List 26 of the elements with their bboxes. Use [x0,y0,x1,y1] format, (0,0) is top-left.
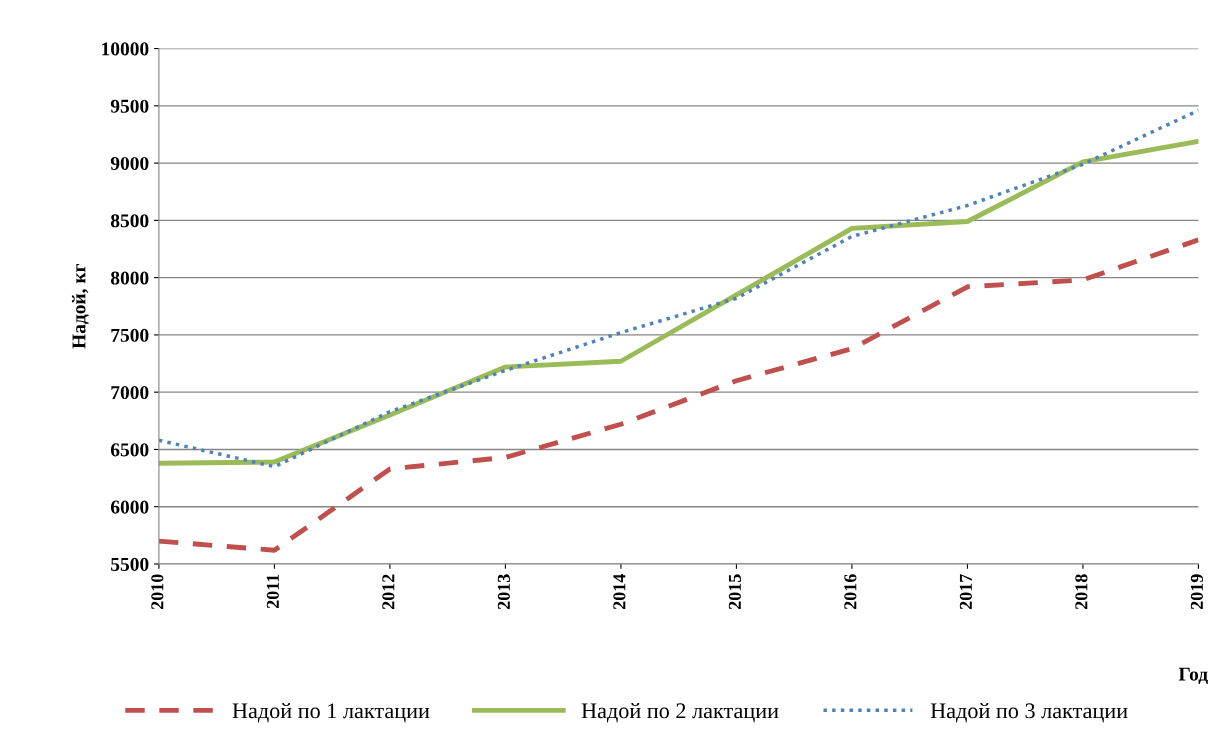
y-tick-label: 6500 [110,443,149,457]
legend-label: Надой по 3 лактации [930,702,1128,723]
y-tick-label: 5500 [111,557,149,571]
x-tick-label: 2014 [613,574,626,610]
y-tick-label: 8000 [110,271,149,285]
y-tick-label: 7000 [111,385,149,400]
y-tick-label: 9500 [110,99,149,113]
y-tick-label: 9000 [110,156,149,171]
x-tick-label: 2011 [266,574,279,609]
x-tick-label: 2010 [151,574,164,610]
x-tick-label: 2012 [382,574,395,610]
x-tick-label: 2017 [959,574,972,610]
x-axis-title: Год [1178,667,1208,684]
legend-label: Надой по 2 лактации [581,702,779,723]
line-series [158,237,1199,553]
x-tick-label: 2019 [1190,574,1203,610]
y-tick-label: 10000 [102,42,149,56]
y-axis-title: Надой, кг [71,264,89,349]
x-tick-label: 2015 [728,574,741,610]
x-tick-label: 2016 [844,574,857,610]
x-tick-label: 2018 [1075,574,1088,610]
y-tick-label: 7500 [111,328,149,342]
x-tick-label: 2013 [497,574,510,610]
y-tick-label: 8500 [110,214,149,228]
y-tick-label: 6000 [110,500,149,514]
legend-label: Надой по 1 лактации [232,702,430,723]
